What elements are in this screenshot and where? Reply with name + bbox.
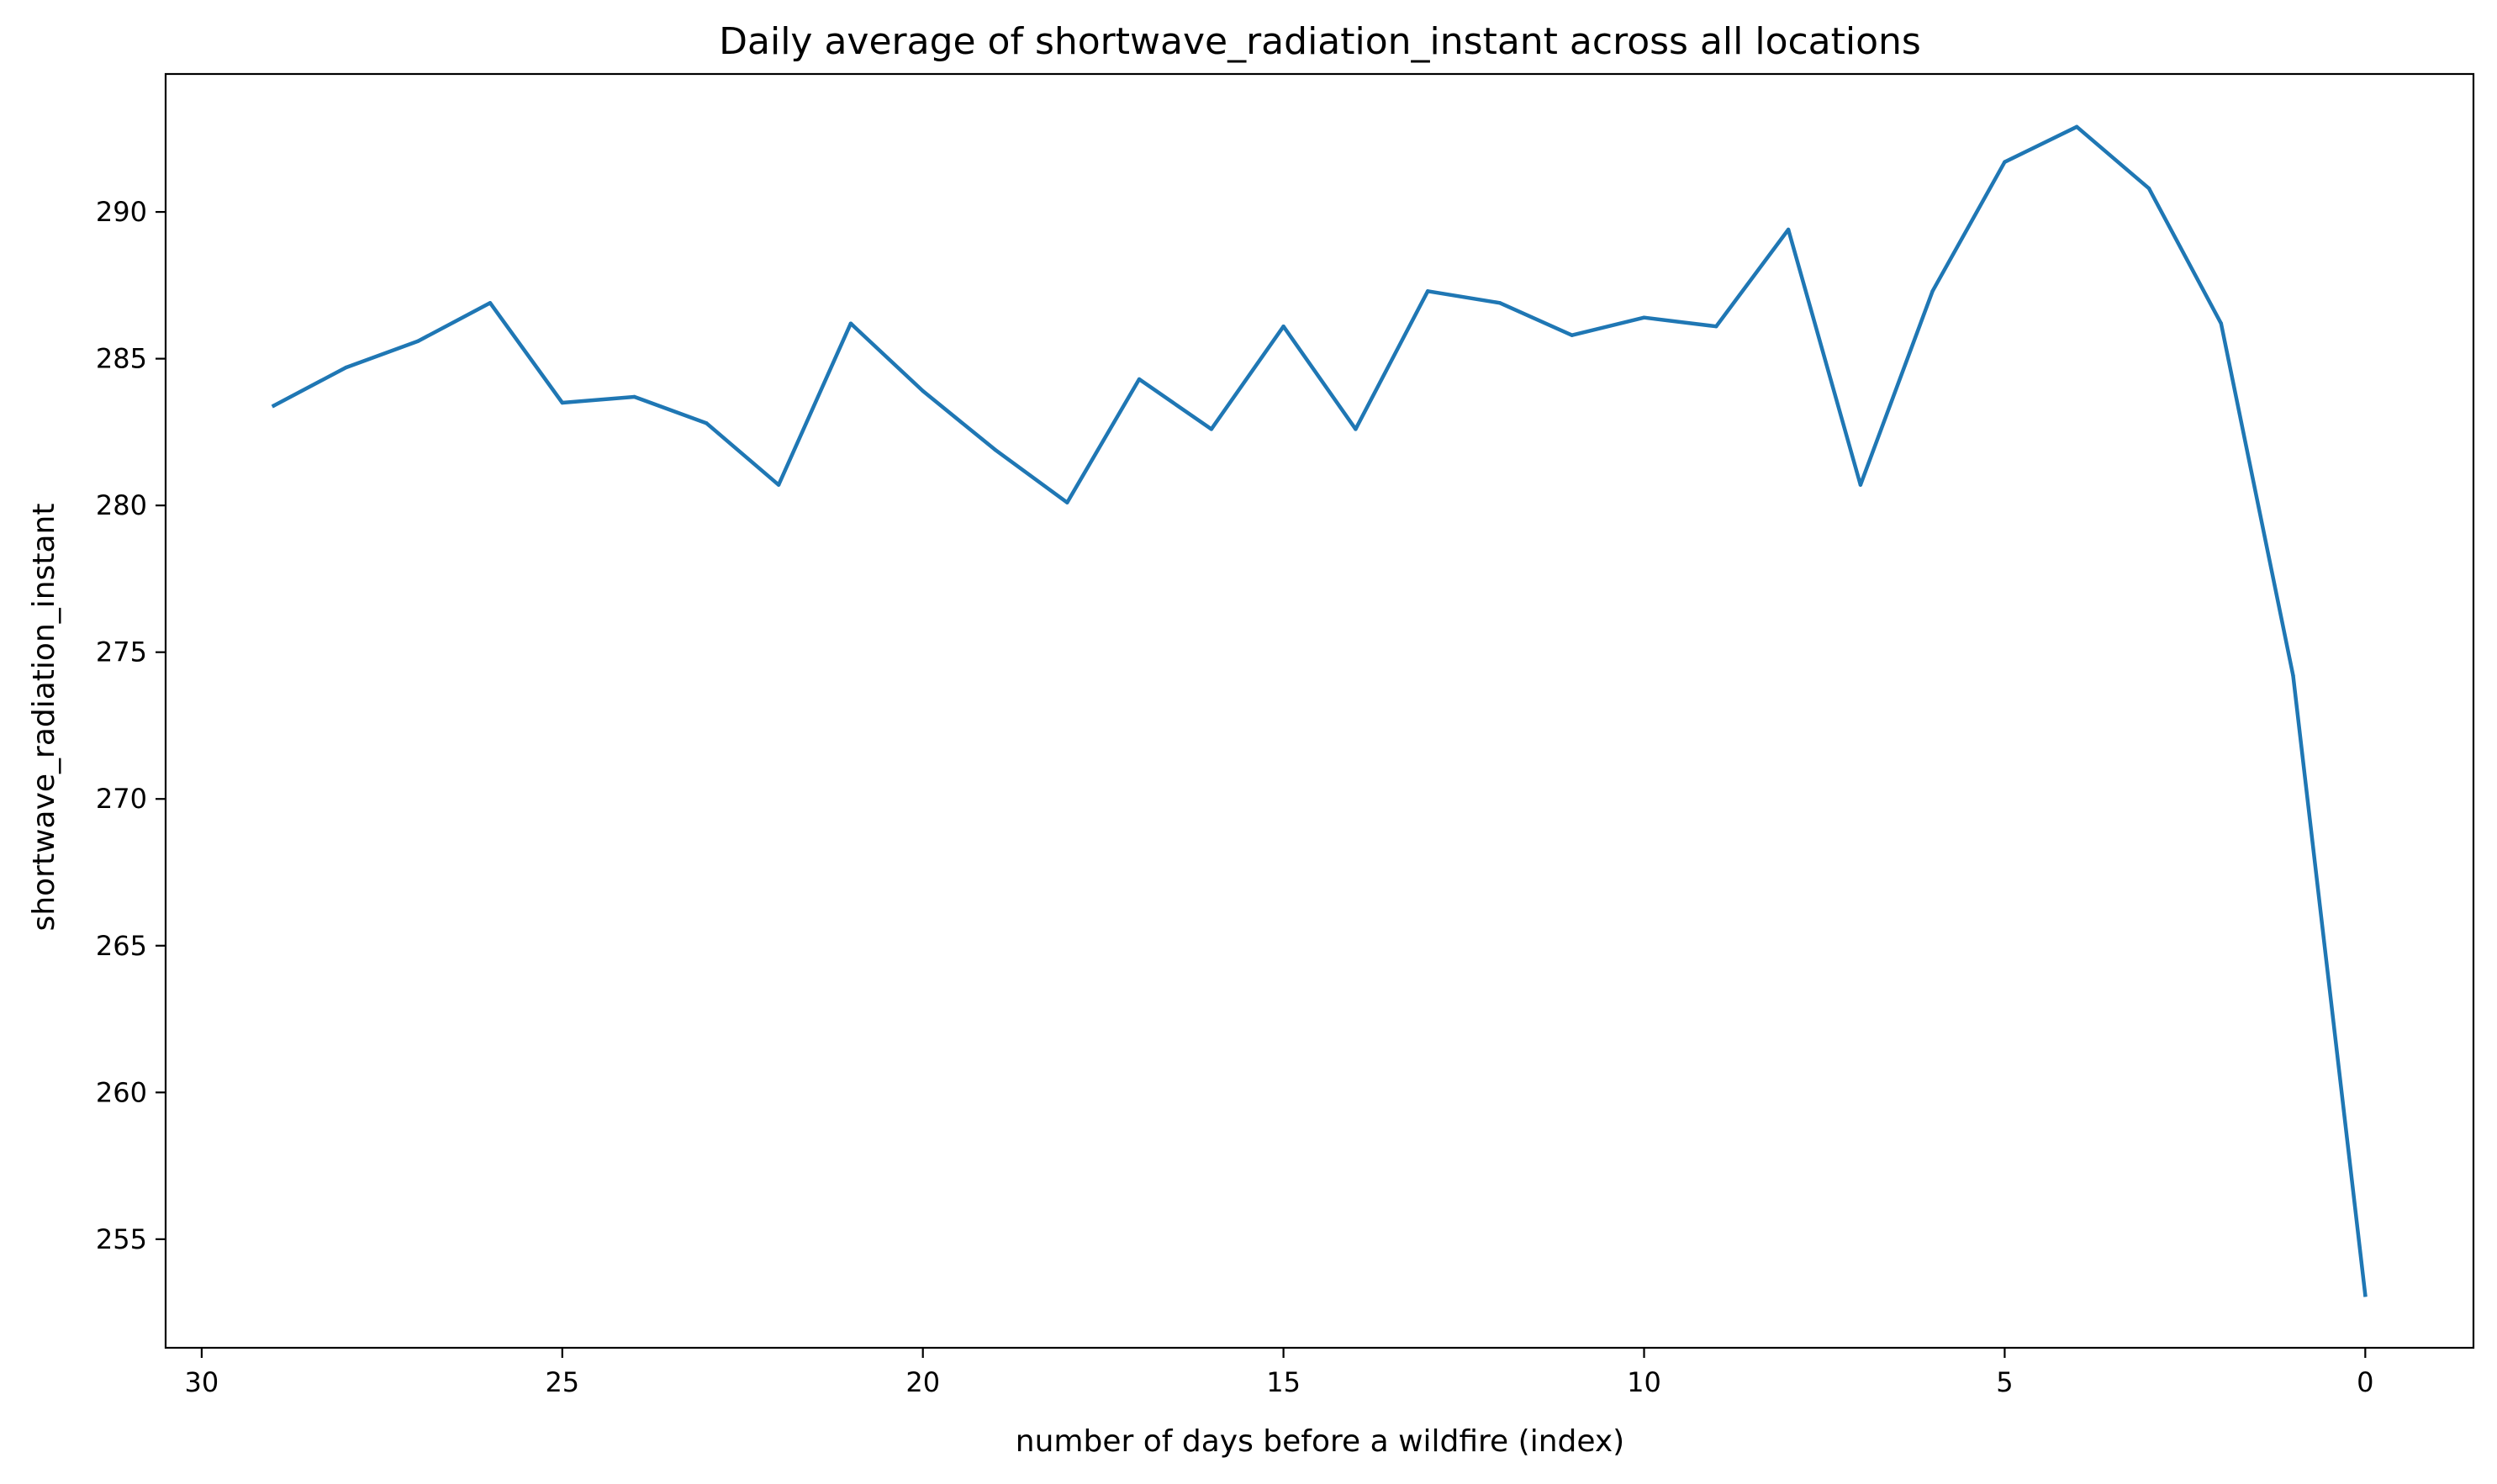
- x-tick-label: 10: [1627, 1366, 1661, 1398]
- data-point: [416, 339, 420, 343]
- data-point: [1858, 483, 1863, 487]
- data-point: [272, 404, 276, 408]
- y-tick-label: 255: [96, 1223, 147, 1255]
- data-point: [2219, 321, 2223, 325]
- data-point: [2003, 160, 2007, 164]
- y-tick-label: 280: [96, 489, 147, 521]
- data-point: [1354, 427, 1358, 431]
- data-point: [1426, 289, 1430, 293]
- x-tick-label: 15: [1266, 1366, 1301, 1398]
- data-point: [2363, 1293, 2368, 1297]
- data-point: [488, 301, 493, 305]
- data-point: [2075, 124, 2079, 129]
- data-point: [2146, 186, 2151, 191]
- x-axis-label: number of days before a wildfire (index): [1016, 1424, 1624, 1459]
- data-point: [848, 321, 853, 325]
- x-tick-label: 5: [1996, 1366, 2013, 1398]
- y-tick-label: 260: [96, 1076, 147, 1108]
- y-tick-label: 265: [96, 930, 147, 962]
- data-point: [560, 400, 564, 405]
- series-line: [271, 124, 2368, 1297]
- data-point: [921, 388, 925, 393]
- data-point: [1714, 325, 1718, 329]
- data-point: [993, 447, 997, 452]
- x-tick-label: 0: [2357, 1366, 2373, 1398]
- data-point: [1786, 227, 1791, 232]
- data-point: [1497, 301, 1502, 305]
- data-point: [1137, 377, 1142, 382]
- x-tick-label: 25: [545, 1366, 579, 1398]
- data-point: [1930, 289, 1935, 293]
- data-point: [1570, 333, 1574, 337]
- x-axis-ticks: 30 25 20 15 10 5 0: [185, 1348, 2374, 1398]
- y-tick-label: 285: [96, 343, 147, 375]
- data-point: [1065, 500, 1069, 504]
- data-point: [1209, 427, 1214, 431]
- data-points: [272, 124, 2368, 1297]
- chart-title: Daily average of shortwave_radiation_ins…: [719, 20, 1921, 63]
- data-point: [1281, 325, 1285, 329]
- y-tick-label: 290: [96, 196, 147, 228]
- data-point: [776, 483, 781, 487]
- data-point: [1642, 315, 1646, 320]
- y-axis-ticks: 255 260 265 270 275 280 285 290: [96, 196, 166, 1255]
- data-point: [705, 421, 709, 425]
- plot-area-frame: [164, 72, 2475, 1349]
- x-tick-label: 30: [185, 1366, 219, 1398]
- y-tick-label: 275: [96, 636, 147, 668]
- y-axis-label: shortwave_radiation_instant: [27, 504, 61, 932]
- data-point: [2291, 673, 2295, 678]
- data-point: [632, 394, 636, 399]
- x-tick-label: 20: [905, 1366, 940, 1398]
- data-point: [344, 365, 348, 370]
- y-tick-label: 270: [96, 783, 147, 815]
